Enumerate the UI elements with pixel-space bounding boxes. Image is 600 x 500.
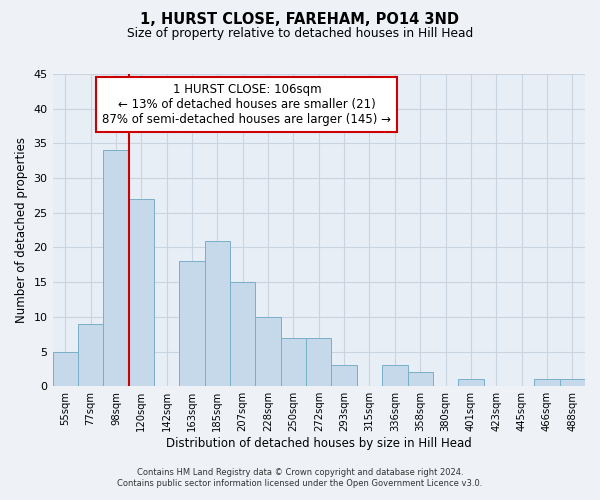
Bar xyxy=(407,372,433,386)
Bar xyxy=(534,380,560,386)
Text: 1, HURST CLOSE, FAREHAM, PO14 3ND: 1, HURST CLOSE, FAREHAM, PO14 3ND xyxy=(140,12,460,28)
Bar xyxy=(331,366,357,386)
Bar xyxy=(382,366,407,386)
Bar xyxy=(78,324,103,386)
Bar xyxy=(560,380,585,386)
Bar xyxy=(256,317,281,386)
Bar xyxy=(53,352,78,386)
Text: Size of property relative to detached houses in Hill Head: Size of property relative to detached ho… xyxy=(127,28,473,40)
Bar xyxy=(179,262,205,386)
Bar xyxy=(205,240,230,386)
Text: Contains HM Land Registry data © Crown copyright and database right 2024.
Contai: Contains HM Land Registry data © Crown c… xyxy=(118,468,482,487)
Y-axis label: Number of detached properties: Number of detached properties xyxy=(15,137,28,323)
Bar xyxy=(128,199,154,386)
X-axis label: Distribution of detached houses by size in Hill Head: Distribution of detached houses by size … xyxy=(166,437,472,450)
Bar xyxy=(458,380,484,386)
Text: 1 HURST CLOSE: 106sqm
← 13% of detached houses are smaller (21)
87% of semi-deta: 1 HURST CLOSE: 106sqm ← 13% of detached … xyxy=(103,84,391,126)
Bar xyxy=(103,150,128,386)
Bar xyxy=(306,338,331,386)
Bar xyxy=(281,338,306,386)
Bar xyxy=(230,282,256,386)
